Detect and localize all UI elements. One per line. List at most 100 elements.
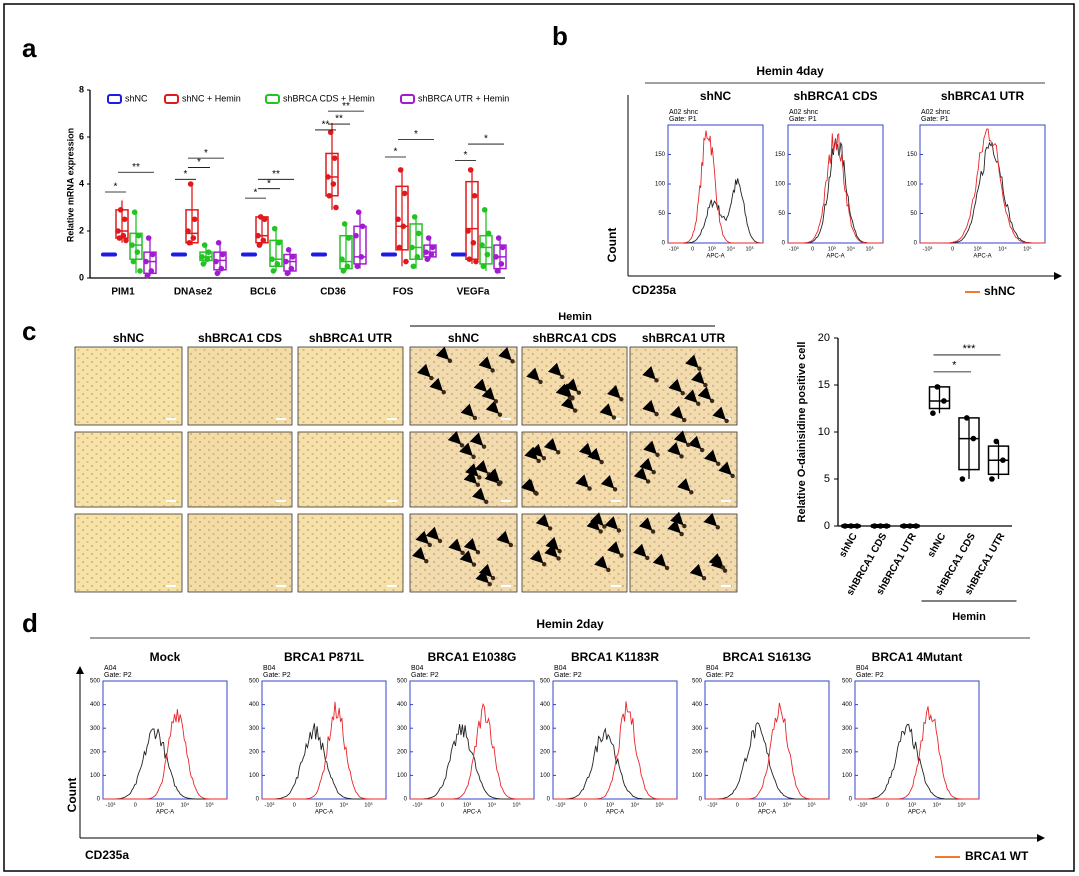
- data-point: [289, 254, 296, 260]
- histogram-curve: [788, 138, 883, 244]
- data-point: [466, 256, 473, 263]
- axis-label: APC-A: [706, 254, 724, 260]
- panel-label: a: [22, 33, 37, 63]
- significance-label: *: [184, 169, 188, 180]
- axis-label: APC-A: [315, 810, 333, 816]
- y-tick-label: 500: [249, 679, 260, 685]
- data-point: [204, 256, 211, 263]
- data-point: [200, 261, 207, 267]
- column-header: shNC: [113, 331, 145, 345]
- scale-bar: [276, 585, 286, 587]
- stained-cell: [567, 395, 573, 401]
- micrograph-texture: [522, 514, 627, 592]
- y-tick-label: 20: [818, 332, 830, 344]
- y-tick-label: 300: [540, 726, 551, 732]
- data-point: [970, 435, 977, 442]
- scale-bar: [721, 500, 731, 502]
- data-point: [274, 261, 281, 267]
- data-point: [339, 256, 345, 263]
- stained-cell: [493, 399, 499, 404]
- data-point: [135, 232, 142, 239]
- arrow: [685, 354, 699, 368]
- y-tick-label: 100: [907, 182, 918, 188]
- stained-cell: [654, 378, 659, 383]
- data-point: [190, 235, 197, 241]
- histogram-curve: [553, 701, 677, 800]
- stained-cell: [703, 382, 708, 388]
- plot-title: shBRCA1 UTR: [941, 89, 1025, 103]
- plot-title: shNC: [700, 89, 732, 103]
- axis-label: APC-A: [606, 810, 624, 816]
- y-tick-label: 300: [397, 726, 408, 732]
- data-point: [355, 209, 362, 215]
- data-point: [989, 476, 995, 482]
- data-point: [877, 523, 884, 529]
- data-point: [471, 192, 478, 199]
- y-tick-label: 8: [79, 84, 84, 94]
- data-point: [934, 384, 941, 390]
- data-point: [333, 204, 339, 211]
- histogram-curve: [262, 701, 386, 800]
- stained-cell: [498, 480, 503, 485]
- plot-title: BRCA1 E1038G: [428, 650, 517, 664]
- y-tick-label: 100: [397, 773, 408, 779]
- data-point: [485, 230, 492, 237]
- data-point: [284, 270, 291, 277]
- axis-label: APC-A: [758, 810, 776, 816]
- y-axis-label: Count: [605, 228, 619, 263]
- panel-label: b: [552, 21, 568, 51]
- stained-cell: [724, 418, 729, 424]
- y-tick-label: 0: [662, 241, 666, 247]
- y-tick-label: 0: [79, 272, 84, 282]
- arrow: [429, 377, 444, 392]
- x-tick-label: 10⁵: [865, 245, 873, 252]
- data-point: [144, 272, 151, 279]
- stained-cell: [538, 379, 543, 385]
- arrow: [425, 526, 440, 541]
- arrow: [594, 555, 608, 570]
- stained-cell: [490, 368, 495, 373]
- micrograph-texture: [75, 514, 182, 592]
- data-point: [1000, 457, 1006, 464]
- y-axis-label: Count: [65, 778, 79, 813]
- stained-cell: [447, 358, 453, 363]
- arrow: [543, 438, 558, 452]
- x-tick-label: 10⁵: [364, 801, 372, 808]
- data-point: [186, 239, 193, 246]
- histogram-curve: [920, 141, 1045, 244]
- data-point: [901, 523, 907, 529]
- column-header: shNC: [448, 331, 480, 345]
- data-point: [993, 438, 1000, 445]
- significance-label: *: [114, 182, 118, 193]
- stained-cell: [471, 562, 477, 567]
- arrow: [529, 443, 544, 458]
- data-point: [214, 270, 221, 277]
- x-tick-label: 10³: [606, 802, 614, 808]
- stained-cell: [460, 550, 465, 556]
- stained-cell: [427, 542, 432, 548]
- data-point: [326, 192, 333, 199]
- column-header: shBRCA1 CDS: [532, 331, 616, 345]
- stained-cell: [606, 567, 611, 573]
- histogram-curve: [410, 702, 534, 800]
- y-tick-label: 500: [90, 679, 101, 685]
- arrow: [667, 519, 681, 534]
- stained-cell: [619, 553, 624, 558]
- data-point: [481, 207, 488, 213]
- data-point: [330, 181, 337, 187]
- stained-cell: [424, 558, 429, 564]
- stained-cell: [556, 556, 561, 561]
- plot-title: BRCA1 4Mutant: [872, 650, 963, 664]
- x-tick-label: 10⁵: [655, 801, 663, 808]
- data-point: [913, 523, 919, 529]
- arrow: [465, 463, 479, 477]
- x-tick-label: 10⁵: [807, 801, 815, 808]
- stained-cell: [572, 408, 578, 413]
- stained-cell: [560, 374, 565, 380]
- legend-swatch: [107, 94, 122, 104]
- arrow: [447, 431, 462, 445]
- data-point: [288, 265, 295, 272]
- data-point: [271, 225, 278, 232]
- stained-cell: [696, 401, 701, 406]
